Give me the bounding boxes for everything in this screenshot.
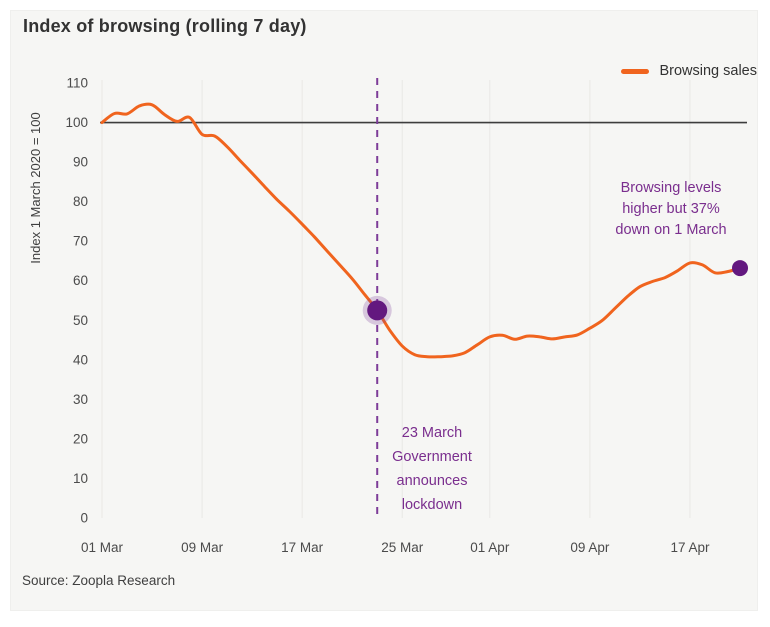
y-tick-label: 100	[65, 115, 88, 130]
y-tick-label: 90	[73, 155, 88, 170]
y-tick-label: 110	[66, 76, 88, 91]
y-tick-label: 50	[73, 313, 88, 328]
y-tick-label: 70	[73, 234, 88, 249]
marker-dot	[732, 260, 749, 277]
x-tick-label: 17 Apr	[670, 540, 710, 555]
x-tick-label: 09 Apr	[570, 540, 610, 555]
marker-dot	[367, 300, 388, 321]
legend: Browsing sales	[621, 63, 757, 79]
source-attribution: Source: Zoopla Research	[22, 573, 176, 588]
y-tick-label: 20	[73, 431, 88, 446]
y-tick-label: 60	[73, 273, 88, 288]
legend-label: Browsing sales	[659, 63, 757, 79]
x-tick-label: 25 Mar	[381, 540, 424, 555]
x-tick-label: 01 Mar	[81, 540, 124, 555]
y-tick-label: 40	[73, 352, 88, 367]
annotation-lockdown: 23 March Government announces lockdown	[392, 425, 472, 513]
annotation-browsing-levels: Browsing levels higher but 37% down on 1…	[615, 180, 727, 238]
browsing-sales-line	[100, 102, 742, 359]
y-tick-label: 0	[80, 511, 88, 526]
x-tick-label: 17 Mar	[281, 540, 324, 555]
y-tick-label: 30	[73, 392, 88, 407]
x-tick-label: 09 Mar	[181, 540, 224, 555]
chart-title: Index of browsing (rolling 7 day)	[23, 16, 307, 36]
y-axis-title: Index 1 March 2020 = 100	[28, 112, 43, 263]
x-tick-label: 01 Apr	[470, 540, 510, 555]
legend-line-swatch	[621, 68, 650, 74]
y-tick-label: 80	[73, 194, 88, 209]
y-tick-label: 10	[73, 471, 88, 486]
